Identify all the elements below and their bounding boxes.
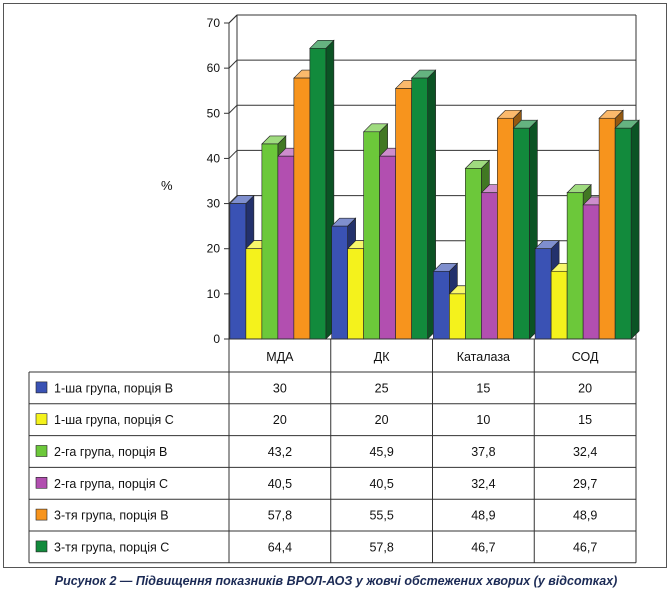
legend-swatch [35,445,48,457]
bar [550,270,568,340]
bar [293,77,311,340]
bar [331,225,348,340]
data-value: 57,8 [268,509,292,523]
bar [598,117,616,340]
y-axis-top-depth [228,14,238,24]
y-tick-label: 20 [207,242,221,256]
gridline-depth [228,195,238,204]
bar [566,192,584,340]
bar [245,248,263,340]
category-label: МДА [266,350,294,364]
category-label: ДК [374,350,390,364]
data-value: 46,7 [573,540,597,554]
bar [347,248,364,340]
data-value: 45,9 [369,445,393,459]
legend-swatch [35,381,48,394]
bar [261,143,279,340]
bar-chart: 0 10 20 30 40 50 60 70 МДА ДК Каталаза СОД 1-ша груп… [28,14,640,564]
data-value: 43,2 [268,445,292,459]
y-tick-label: 30 [207,197,221,211]
y-axis-label: % [161,178,173,193]
data-value: 15 [578,413,592,427]
y-tick-label: 10 [207,287,221,301]
data-value: 46,7 [471,540,495,554]
data-value: 32,4 [573,445,597,459]
data-value: 64,4 [268,540,292,554]
data-value: 55,5 [369,509,393,523]
y-tick-label: 60 [207,61,221,75]
y-tick-label: 70 [207,16,221,30]
bar [449,293,466,340]
legend-label: 1-ша група, порція В [54,381,173,395]
bar [513,127,530,340]
legend-swatch [35,413,48,426]
bar [395,88,412,340]
figure-caption: Рисунок 2 — Підвищення показників ВРОЛ-А… [54,574,618,588]
y-tick-label: 40 [207,151,221,165]
data-value: 48,9 [471,509,495,523]
bar [411,77,428,340]
data-value: 25 [375,381,389,395]
data-value: 37,8 [471,445,495,459]
data-value: 48,9 [573,509,597,523]
legend-label: 2-га група, порція С [54,477,168,491]
bar [534,248,552,340]
bar [277,155,295,340]
bar-side [630,119,640,340]
gridline-depth [228,150,238,159]
gridline-depth [228,59,238,69]
legend-swatch [35,540,48,553]
chart-frame: 0 10 20 30 40 50 60 70 МДА ДК Каталаза СОД 1-ша груп… [3,3,667,568]
data-value: 10 [476,413,490,427]
data-value: 32,4 [471,477,495,491]
legend-label: 1-ша група, порція С [54,413,174,427]
legend-swatch [35,508,48,521]
data-value: 20 [578,381,592,395]
bar [614,127,632,340]
data-value: 20 [375,413,389,427]
bar [481,192,498,340]
data-value: 40,5 [369,477,393,491]
data-value: 15 [476,381,490,395]
legend-label: 3-тя група, порція В [54,509,169,523]
y-tick-label: 0 [213,332,220,346]
data-value: 57,8 [369,540,393,554]
bar [465,168,482,340]
bar [433,270,450,340]
category-label: СОД [572,350,599,364]
bar [582,204,600,340]
data-value: 20 [273,413,287,427]
gridline-depth [228,104,238,114]
data-value: 30 [273,381,287,395]
category-label: Каталаза [457,350,510,364]
bar [379,155,396,340]
y-tick-label: 50 [207,106,221,120]
bar [497,117,514,340]
legend-label: 3-тя група, порція С [54,540,169,554]
bar [229,203,247,340]
data-value: 29,7 [573,477,597,491]
legend-swatch [35,476,48,489]
data-value: 40,5 [268,477,292,491]
bar [363,131,380,340]
bar [309,47,327,340]
legend-label: 2-га група, порція В [54,445,167,459]
